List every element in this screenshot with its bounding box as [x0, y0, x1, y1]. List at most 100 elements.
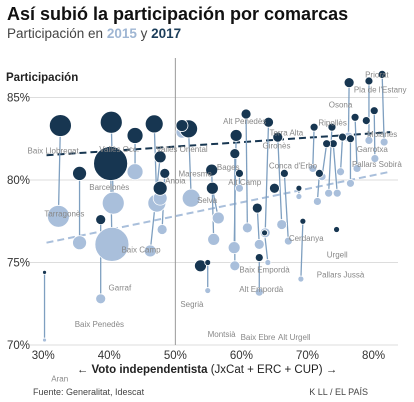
point-2015	[143, 244, 157, 258]
point-2017	[48, 114, 72, 137]
comarca-label: Selva	[197, 196, 218, 205]
point-2017	[314, 168, 324, 178]
point-2017	[93, 146, 129, 181]
comarca-label: Cerdanya	[289, 234, 324, 243]
change-connector	[381, 74, 385, 143]
comarca-label: Moianès	[367, 130, 397, 139]
credit-note: K LL / EL PAÍS	[309, 387, 368, 397]
change-connector	[187, 128, 192, 199]
point-2017	[263, 116, 274, 128]
x-tick-label: 30%	[32, 350, 55, 362]
change-connector	[354, 117, 358, 169]
subtitle-prefix: Participación en	[7, 26, 104, 41]
point-2017	[346, 134, 355, 144]
x-arrow-right: →	[325, 364, 338, 376]
point-2017	[343, 77, 355, 89]
point-2015	[254, 287, 264, 297]
point-2015	[295, 193, 303, 200]
point-2015	[227, 241, 241, 255]
comarca-label: Alt Empordà	[239, 285, 284, 294]
comarca-label: Barcelonès	[89, 183, 129, 192]
point-2017	[159, 167, 171, 179]
point-2017	[175, 119, 189, 132]
comarca-label: Aran	[51, 374, 68, 383]
point-2017	[126, 127, 144, 144]
chart-title: Así subió la participación por comarcas	[7, 4, 349, 24]
x-tick-label: 40%	[98, 350, 121, 362]
comarca-label: Alt Urgell	[278, 333, 311, 342]
point-2015	[370, 154, 380, 163]
x-axis-title-bold: Voto independentista	[91, 364, 208, 376]
comarca-label: Pla de l'Estany	[354, 86, 407, 95]
change-connector	[347, 82, 350, 138]
comarca-label: Baix Llobregat	[28, 147, 80, 156]
point-2015	[207, 232, 221, 246]
comarca-label: Vallès Occ.	[99, 145, 139, 154]
point-2015	[181, 188, 201, 208]
point-2017	[205, 163, 219, 177]
point-2017	[295, 184, 303, 192]
change-connector	[277, 137, 283, 225]
point-2017	[272, 131, 284, 143]
point-2015	[94, 226, 130, 262]
change-connector	[245, 113, 249, 228]
comarca-label: Tarragonès	[44, 209, 84, 218]
point-2015	[264, 259, 272, 266]
comarca-label: Garraf	[109, 284, 132, 293]
comarca-label: Garrotxa	[357, 145, 389, 154]
comarca-label: Baix Ebre	[241, 333, 276, 342]
point-2017	[279, 168, 289, 178]
comarca-label: Baix Camp	[121, 246, 161, 255]
point-2017	[269, 182, 280, 194]
comarca-label: Segrià	[180, 300, 204, 309]
point-2017	[309, 122, 319, 132]
comarca-label: Priorat	[365, 71, 389, 80]
point-2015	[204, 287, 212, 294]
point-2015	[253, 238, 265, 250]
comarca-label: Pallars Sobirà	[352, 160, 402, 169]
point-2015	[283, 236, 293, 246]
point-2017	[261, 229, 268, 237]
comarca-label: Osona	[329, 100, 353, 109]
point-2015	[276, 219, 288, 230]
x-tick-label: 80%	[362, 350, 385, 362]
y-tick-label: 80%	[7, 175, 30, 187]
source-note: Fuente: Generalitat, Idescat	[33, 387, 145, 397]
subtitle-join: y	[140, 26, 148, 41]
x-tick-label: 70%	[296, 350, 319, 362]
change-connector	[312, 127, 315, 169]
point-2017	[144, 114, 164, 134]
point-2017	[194, 259, 207, 273]
point-2015	[235, 183, 244, 193]
point-2015	[324, 188, 334, 198]
comarca-label: Anoia	[165, 176, 186, 185]
point-2015	[229, 260, 241, 272]
point-2017	[364, 76, 374, 86]
point-2015	[95, 293, 107, 305]
change-connector	[332, 143, 338, 194]
change-connector	[373, 110, 376, 159]
change-connector	[211, 170, 215, 240]
point-2015	[379, 137, 389, 147]
point-2017	[72, 165, 87, 181]
comarca-label: Vallès Oriental	[156, 145, 208, 154]
change-connector	[300, 221, 304, 280]
change-connector	[256, 208, 260, 245]
comarca-label: Conca d'Erbo	[269, 161, 318, 170]
point-2017	[361, 116, 371, 125]
point-2015	[352, 164, 362, 173]
point-2015	[42, 337, 47, 343]
change-connector	[57, 125, 62, 217]
year-2017-label: 2017	[151, 26, 182, 41]
point-2015	[72, 235, 87, 251]
y-axis-title: Participación	[6, 72, 79, 84]
point-2017	[42, 269, 47, 275]
point-2017	[333, 226, 340, 233]
point-2015	[47, 204, 70, 228]
change-connector	[283, 173, 289, 242]
comarca-label: Baix Penedès	[75, 320, 124, 329]
point-2017	[229, 148, 241, 160]
x-tick-label: 60%	[230, 350, 253, 362]
point-2015	[336, 167, 345, 177]
